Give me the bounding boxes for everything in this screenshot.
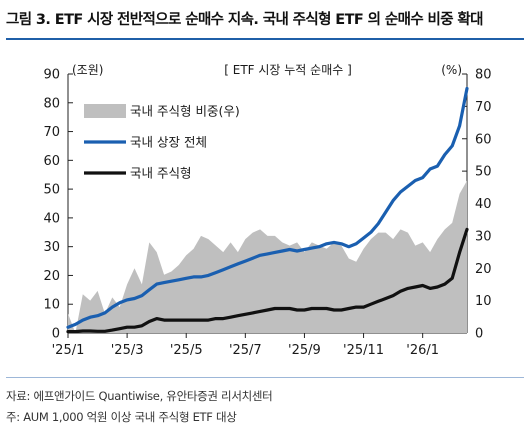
- right-axis-tick-label: 10: [475, 294, 492, 309]
- footnote: 주: AUM 1,000 억원 이상 국내 주식형 ETF 대상: [6, 410, 237, 424]
- footer-divider: [6, 377, 524, 378]
- left-axis-tick-label: 50: [43, 183, 60, 198]
- right-axis-tick-label: 0: [475, 327, 483, 342]
- left-axis-tick-label: 20: [43, 269, 60, 284]
- legend-equity-share-swatch: [84, 104, 126, 118]
- right-axis-tick-label: 20: [475, 262, 492, 277]
- chart-axes: 0 10 20 30 40 50 60 70 80 90 0 10 20 30 40 50 60 70 80 '25/…: [43, 68, 491, 359]
- figure-title: 그림 3. ETF 시장 전반적으로 순매수 지속. 국내 주식형 ETF 의 …: [6, 12, 484, 28]
- left-axis-tick-label: 0: [52, 327, 60, 342]
- x-axis-tick-label: '25/5: [170, 343, 203, 358]
- chart-title: [ ETF 시장 누적 순매수 ]: [224, 63, 352, 77]
- total-listed-line: [66, 86, 469, 329]
- left-axis-tick-label: 60: [43, 154, 60, 169]
- chart-series: [66, 86, 469, 334]
- right-axis-tick-label: 80: [475, 68, 492, 83]
- right-axis-tick-label: 40: [475, 197, 492, 212]
- right-axis-unit: (%): [441, 63, 462, 77]
- x-axis-tick-label: '25/9: [288, 343, 321, 358]
- left-axis-unit: (조원): [72, 63, 103, 77]
- left-axis-tick-label: 90: [43, 68, 60, 83]
- x-axis-tick-label: '25/7: [229, 343, 262, 358]
- left-axis-tick-label: 70: [43, 125, 60, 140]
- left-axis-tick-label: 40: [43, 211, 60, 226]
- domestic-equity-line: [66, 227, 469, 334]
- right-axis-tick-label: 60: [475, 132, 492, 147]
- right-axis-tick-label: 70: [475, 100, 492, 115]
- left-axis-tick-label: 80: [43, 96, 60, 111]
- chart: 0 10 20 30 40 50 60 70 80 90 0 10 20 30 40 50 60 70 80 '25/…: [43, 63, 491, 359]
- x-axis-tick-label: '26/1: [406, 343, 439, 358]
- right-axis-tick-label: 50: [475, 165, 492, 180]
- x-axis-tick-label: '25/1: [52, 343, 85, 358]
- left-axis-tick-label: 30: [43, 240, 60, 255]
- legend-total-listed-label: 국내 상장 전체: [130, 135, 207, 150]
- source-note: 자료: 에프앤가이드 Quantiwise, 유안타증권 리서치센터: [6, 389, 273, 403]
- legend-domestic-equity-label: 국내 주식형: [130, 166, 191, 181]
- x-axis-tick-label: '25/3: [111, 343, 144, 358]
- equity-share-area: [68, 180, 467, 333]
- left-axis-tick-label: 10: [43, 298, 60, 313]
- title-divider: [6, 38, 524, 40]
- right-axis-tick-label: 30: [475, 229, 492, 244]
- x-axis-tick-label: '25/11: [343, 343, 384, 358]
- legend-equity-share-label: 국내 주식형 비중(우): [130, 104, 240, 119]
